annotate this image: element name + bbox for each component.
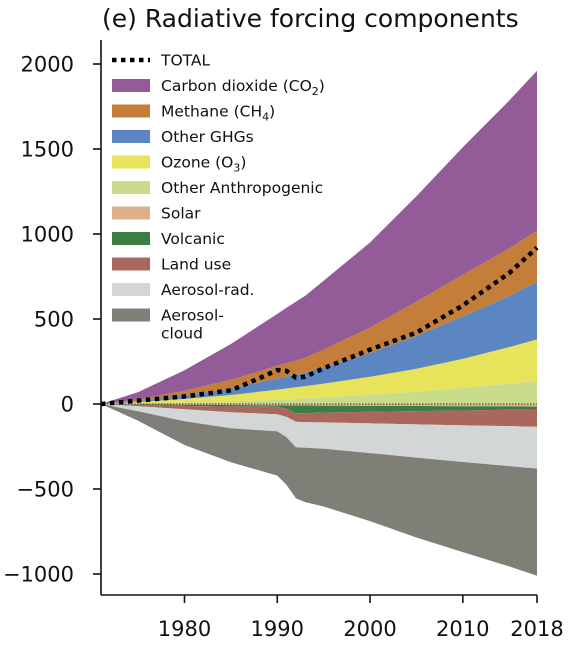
axes: 2000 1500 1000 500 0 −500 −1000 1980 1990 2000 201…: [3, 40, 564, 641]
positive-area-methane-ch4: [101, 230, 537, 404]
y-tick-label: 1000: [21, 223, 74, 247]
legend-label-land-use: Land use: [161, 256, 231, 274]
positive-area-carbon-dioxide-co2: [101, 70, 537, 405]
legend-label-solar: Solar: [161, 205, 201, 223]
legend-label-volcanic: Volcanic: [161, 230, 225, 248]
y-tick-label: 1500: [21, 138, 74, 162]
legend-label-other-ghgs: Other GHGs: [161, 128, 254, 146]
x-tick-label: 2018: [510, 617, 563, 641]
negative-area-solar: [101, 404, 537, 407]
positive-area-ozone-o3: [101, 339, 537, 404]
legend-label-ozone-o: Ozone (O3): [161, 154, 246, 175]
legend-label-aerosol-cloud: Aerosol-: [161, 307, 224, 325]
x-tick-label: 1980: [158, 617, 211, 641]
y-tick-label: 0: [61, 393, 74, 417]
legend-label-total: TOTAL: [160, 52, 211, 70]
legend-label-carbon-dioxide-co: Carbon dioxide (CO2): [161, 77, 325, 98]
positive-area-other-ghgs: [101, 281, 537, 404]
legend-swatch-ozone-o: [112, 155, 150, 169]
y-tick-label: −500: [16, 478, 74, 502]
legend-swatch-methane-ch: [112, 104, 150, 118]
negative-area-land-use: [101, 404, 537, 427]
legend-swatch-aerosol-rad: [112, 283, 150, 296]
y-tick-label: 2000: [21, 53, 74, 77]
legend-swatch-carbon-dioxide-co: [112, 79, 150, 92]
legend-label-methane-ch: Methane (CH4): [161, 103, 275, 124]
y-tick-label: 500: [34, 308, 74, 332]
y-tick-label: −1000: [3, 563, 74, 587]
legend: TOTAL Carbon dioxide (CO2) Methane (CH4) Ot…: [112, 52, 325, 343]
legend-swatch-volcanic: [112, 232, 150, 245]
total-line-group: [100, 245, 539, 407]
positive-area-other-anthropogenic: [101, 381, 537, 404]
stacked-areas: [101, 70, 537, 576]
chart-title: (e) Radiative forcing components: [102, 4, 519, 33]
legend-label-aerosol-rad: Aerosol-rad.: [161, 281, 254, 299]
legend-swatch-other-anthropogenic: [112, 181, 150, 194]
negative-area-volcanic: [101, 404, 537, 414]
x-tick-label: 2000: [343, 617, 396, 641]
x-tick-label: 2010: [436, 617, 489, 641]
legend-swatch-solar: [112, 206, 150, 220]
legend-label-other-anthropogenic: Other Anthropogenic: [161, 179, 323, 197]
negative-area-aerosol-rad: [101, 404, 537, 469]
total-line: [100, 245, 539, 407]
legend-swatch-other-ghgs: [112, 130, 150, 143]
legend-swatch-aerosol-cloud: [112, 308, 150, 322]
legend-swatch-land-use: [112, 257, 150, 271]
x-tick-label: 1990: [251, 617, 304, 641]
legend-label-aerosol-cloud-line2: cloud: [161, 325, 203, 343]
negative-area-aerosol-cloud: [101, 404, 537, 576]
